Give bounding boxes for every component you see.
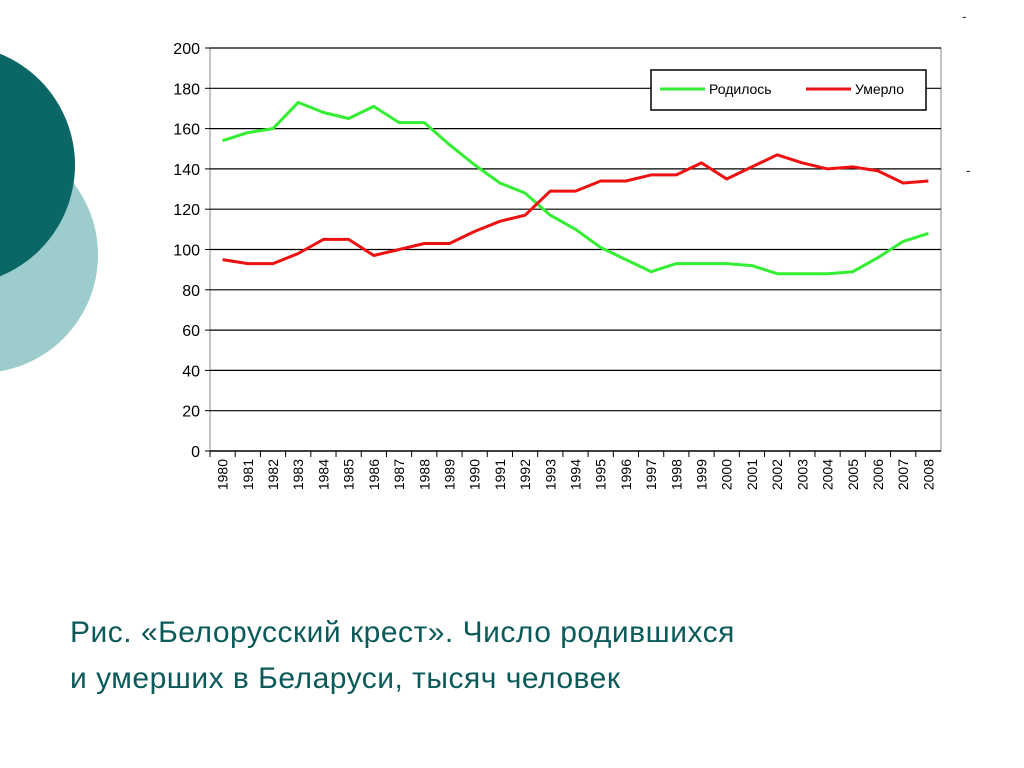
- corner-mark-mid: -: [966, 162, 971, 178]
- legend-label-died: Умерло: [855, 81, 904, 97]
- x-tick-label: 1998: [668, 459, 684, 490]
- y-tick-label: 160: [173, 122, 200, 139]
- caption-line-1: Рис. «Белорусский крест». Число родивших…: [70, 616, 735, 649]
- x-tick-label: 1996: [618, 459, 634, 490]
- x-tick-label: 2005: [845, 459, 861, 490]
- y-tick-label: 60: [182, 323, 200, 340]
- x-tick-label: 1986: [366, 459, 382, 490]
- x-tick-label: 1999: [694, 459, 710, 490]
- chart-legend: Родилось Умерло: [650, 69, 927, 111]
- x-tick-label: 1994: [568, 459, 584, 490]
- figure-caption: Рис. «Белорусский крест». Число родивших…: [70, 610, 970, 702]
- series-lines: [222, 100, 929, 276]
- x-tick-label: 1989: [441, 459, 457, 490]
- series-line-died: [222, 153, 929, 266]
- corner-mark-top: -: [962, 8, 967, 24]
- y-tick-label: 120: [173, 202, 200, 219]
- y-axis-ticks: 0 20 40 60 80 100 120 140 160 180 200: [173, 41, 210, 461]
- x-tick-label: 2006: [870, 459, 886, 490]
- y-tick-label: 0: [191, 444, 200, 461]
- x-tick-label: 1985: [341, 459, 357, 490]
- y-tick-label: 140: [173, 162, 200, 179]
- births-deaths-line-chart: 0 20 40 60 80 100 120 140 160 180 200 1980 1981 1982…: [173, 41, 942, 490]
- x-tick-label: 2002: [769, 459, 785, 490]
- x-tick-label: 1981: [240, 459, 256, 490]
- y-tick-label: 200: [173, 41, 200, 58]
- x-tick-label: 2000: [719, 459, 735, 490]
- x-tick-label: 1997: [643, 459, 659, 490]
- y-tick-label: 80: [182, 283, 200, 300]
- x-tick-label: 1982: [265, 459, 281, 490]
- series-line-born: [222, 100, 929, 276]
- x-tick-label: 2008: [920, 459, 936, 490]
- x-tick-label: 1984: [315, 459, 331, 490]
- x-tick-label: 1987: [391, 459, 407, 490]
- x-tick-label: 1988: [416, 459, 432, 490]
- x-tick-label: 1993: [542, 459, 558, 490]
- x-tick-label: 1992: [517, 459, 533, 490]
- x-tick-label: 1983: [290, 459, 306, 490]
- x-tick-label: 1990: [467, 459, 483, 490]
- y-tick-label: 40: [182, 363, 200, 380]
- x-axis-ticks: 1980 1981 1982 1983 1984 1985 1986 1987 1988 1989…: [209, 451, 936, 490]
- legend-label-born: Родилось: [709, 81, 772, 97]
- caption-line-2: и умерших в Беларуси, тысяч человек: [70, 662, 621, 695]
- x-tick-label: 1995: [593, 459, 609, 490]
- x-tick-label: 2003: [794, 459, 810, 490]
- x-tick-label: 2001: [744, 459, 760, 490]
- y-tick-label: 100: [173, 243, 200, 260]
- y-tick-label: 20: [182, 404, 200, 421]
- dark-circle: [0, 53, 75, 277]
- x-tick-label: 1991: [492, 459, 508, 490]
- grid-lines: [210, 47, 941, 452]
- x-tick-label: 2007: [895, 459, 911, 490]
- x-tick-label: 2004: [820, 459, 836, 490]
- x-tick-label: 1980: [215, 459, 231, 490]
- y-tick-label: 180: [173, 81, 200, 98]
